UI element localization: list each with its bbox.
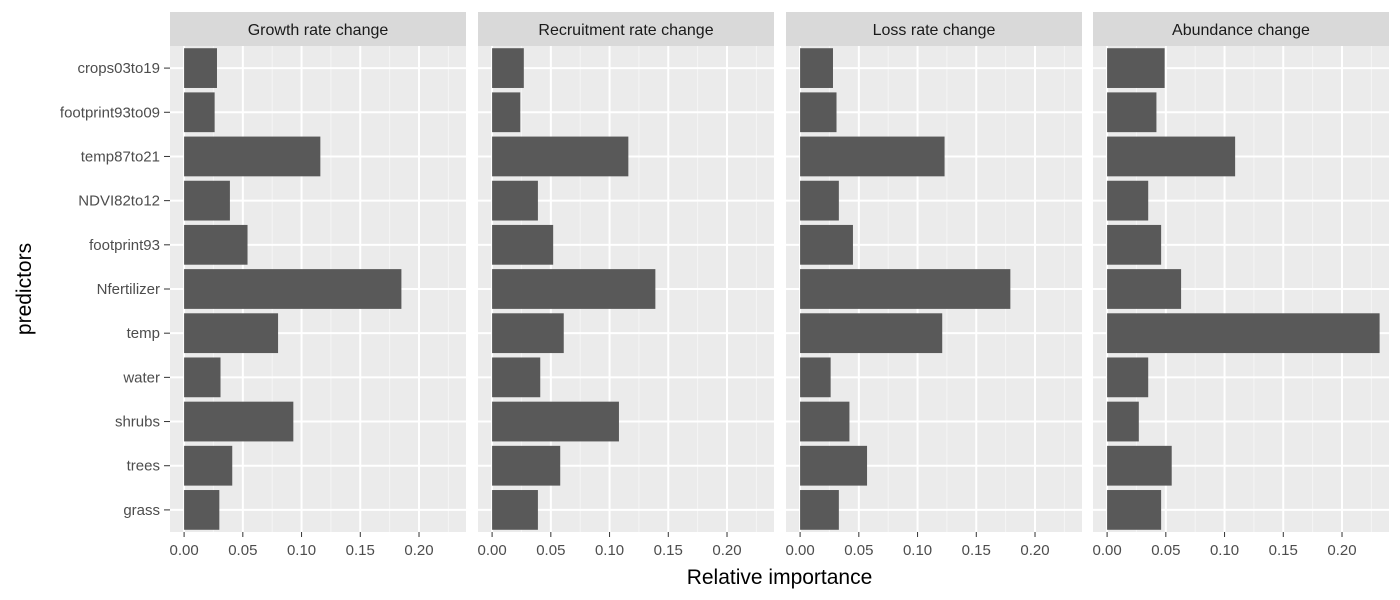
bar: [1107, 180, 1149, 221]
x-tick-label: 0.20: [712, 542, 741, 559]
bar: [184, 48, 217, 88]
facet-strip: [1093, 12, 1389, 46]
bar: [184, 136, 321, 177]
bar: [492, 136, 629, 177]
y-tick-label: grass: [123, 502, 160, 519]
bar: [800, 48, 833, 88]
bar: [1107, 445, 1172, 486]
bar: [800, 401, 850, 442]
y-tick-label: temp: [127, 325, 160, 342]
x-tick-label: 0.15: [654, 542, 683, 559]
bar: [492, 401, 619, 442]
x-tick-label: 0.00: [785, 542, 814, 559]
bar: [800, 92, 837, 133]
x-axis-title: Relative importance: [687, 566, 873, 589]
bar: [184, 269, 402, 309]
y-axis-title: predictors: [13, 243, 36, 335]
bar: [184, 357, 221, 398]
x-tick-label: 0.20: [1327, 542, 1356, 559]
bar: [184, 180, 230, 221]
x-tick-label: 0.05: [844, 542, 873, 559]
bar: [492, 48, 524, 88]
bar: [492, 180, 538, 221]
facet-title: Growth rate change: [248, 22, 389, 39]
bar: [1107, 357, 1149, 398]
x-tick-label: 0.10: [287, 542, 316, 559]
y-tick-label: temp87to21: [81, 148, 160, 165]
bar: [184, 490, 220, 530]
x-tick-label: 0.05: [228, 542, 257, 559]
bar: [1107, 48, 1165, 88]
bar: [800, 357, 831, 398]
bar: [492, 490, 538, 530]
bar: [1107, 92, 1157, 133]
x-tick-label: 0.00: [1092, 542, 1121, 559]
bar: [1107, 401, 1139, 442]
x-tick-label: 0.00: [477, 542, 506, 559]
facet-title: Recruitment rate change: [538, 22, 713, 39]
x-tick-label: 0.10: [595, 542, 624, 559]
facet-strip: [170, 12, 466, 46]
bar: [1107, 136, 1236, 177]
x-tick-label: 0.10: [903, 542, 932, 559]
x-tick-label: 0.15: [962, 542, 991, 559]
x-tick-label: 0.15: [1269, 542, 1298, 559]
bar: [184, 445, 233, 486]
x-tick-label: 0.10: [1210, 542, 1239, 559]
x-tick-label: 0.00: [169, 542, 198, 559]
facet-strip: [786, 12, 1082, 46]
bar: [492, 224, 554, 265]
x-tick-label: 0.15: [346, 542, 375, 559]
bar: [800, 490, 839, 530]
bar: [492, 269, 656, 309]
bar: [184, 224, 248, 265]
x-tick-label: 0.20: [1020, 542, 1049, 559]
y-tick-label: Nfertilizer: [97, 281, 160, 298]
bar: [184, 92, 215, 133]
bar: [492, 357, 541, 398]
bar: [800, 180, 839, 221]
bar: [492, 445, 561, 486]
bar: [800, 224, 853, 265]
facet-strip: [478, 12, 774, 46]
bar: [1107, 269, 1182, 309]
bar: [800, 313, 943, 354]
bar: [800, 445, 868, 486]
bar: [1107, 490, 1162, 530]
bar: [492, 313, 564, 354]
x-tick-label: 0.05: [536, 542, 565, 559]
y-tick-label: footprint93: [89, 237, 160, 254]
y-tick-label: footprint93to09: [60, 104, 160, 121]
y-tick-label: trees: [127, 458, 160, 475]
y-tick-label: crops03to19: [77, 60, 160, 77]
bar: [800, 269, 1011, 309]
y-tick-label: NDVI82to12: [78, 193, 160, 210]
x-tick-label: 0.20: [404, 542, 433, 559]
facet-title: Abundance change: [1172, 22, 1310, 39]
bar: [184, 401, 294, 442]
bar: [184, 313, 279, 354]
bar: [1107, 224, 1162, 265]
y-tick-label: shrubs: [115, 414, 160, 431]
x-tick-label: 0.05: [1151, 542, 1180, 559]
bar: [1107, 313, 1380, 354]
bar: [492, 92, 521, 133]
facet-title: Loss rate change: [873, 22, 996, 39]
bar: [800, 136, 945, 177]
y-tick-label: water: [122, 369, 160, 386]
